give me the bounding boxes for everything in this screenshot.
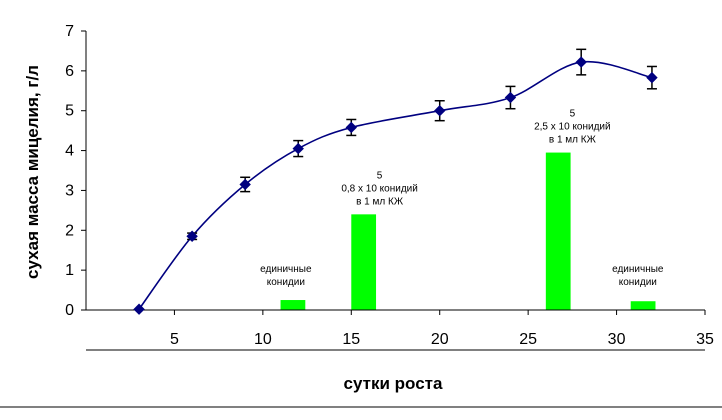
annotation-background [237, 261, 334, 292]
x-tick-label: 20 [431, 331, 449, 348]
bars-layer [280, 152, 656, 310]
bar-annotation: 5 0,8 x 10 конидий в 1 мл КЖ [331, 167, 428, 211]
annotations-layer: единичные конидии 5 0,8 x 10 конидий в 1 мл … [237, 105, 686, 292]
conidia-bar [545, 152, 571, 310]
data-point-marker [292, 142, 304, 155]
x-tick-label: 30 [608, 331, 626, 348]
y-tick-label: 3 [65, 182, 74, 199]
annotation-line: 5 [570, 109, 576, 120]
y-tick-label: 4 [65, 143, 74, 160]
x-tick-label: 15 [342, 331, 360, 348]
annotation-background [589, 261, 686, 292]
annotation-line: в 1 мл КЖ [356, 196, 404, 207]
x-tick-label: 10 [254, 331, 272, 348]
conidia-bar [630, 301, 656, 310]
y-tick-label: 7 [65, 23, 74, 40]
data-point-marker [186, 230, 198, 242]
bar-annotation: единичные конидии [589, 261, 686, 292]
annotation-line: в 1 мл КЖ [549, 135, 597, 146]
annotation-line: 2,5 x 10 конидий [534, 122, 611, 133]
data-point-marker [239, 178, 251, 191]
line-layer [133, 48, 658, 315]
annotation-background [331, 167, 428, 211]
bar-annotation: единичные конидии [237, 261, 334, 292]
y-tick-label: 0 [65, 302, 74, 319]
y-tick-label: 5 [65, 103, 74, 120]
annotation-line: конидии [267, 277, 305, 288]
axes-layer: 0 1 2 3 4 5 6 7 5 10 15 20 25 30 35 [65, 23, 714, 348]
annotation-line: единичные [612, 264, 664, 275]
data-point-marker [434, 105, 446, 117]
conidia-bar [351, 214, 377, 310]
conidia-bar [280, 300, 306, 310]
x-tick-label: 25 [519, 331, 537, 348]
bar-annotation: 5 2,5 x 10 конидий в 1 мл КЖ [524, 105, 621, 149]
y-tick-label: 1 [65, 262, 74, 279]
x-tick-label: 5 [170, 331, 179, 348]
x-axis-title: сутки роста [344, 374, 443, 393]
data-point-marker [504, 91, 517, 104]
data-point-marker [345, 121, 357, 134]
annotation-line: единичные [260, 264, 312, 275]
y-axis-title: сухая масса мицелия, г/л [23, 65, 42, 279]
annotation-line: 5 [377, 170, 383, 181]
annotation-line: 0,8 x 10 конидий [341, 183, 418, 194]
y-tick-label: 2 [65, 222, 74, 239]
data-point-marker [575, 56, 587, 68]
y-tick-label: 6 [65, 63, 74, 80]
annotation-background [524, 105, 621, 149]
annotation-line: конидии [619, 277, 657, 288]
x-tick-label: 35 [696, 331, 714, 348]
data-point-marker [133, 303, 145, 315]
data-point-marker [646, 71, 658, 84]
